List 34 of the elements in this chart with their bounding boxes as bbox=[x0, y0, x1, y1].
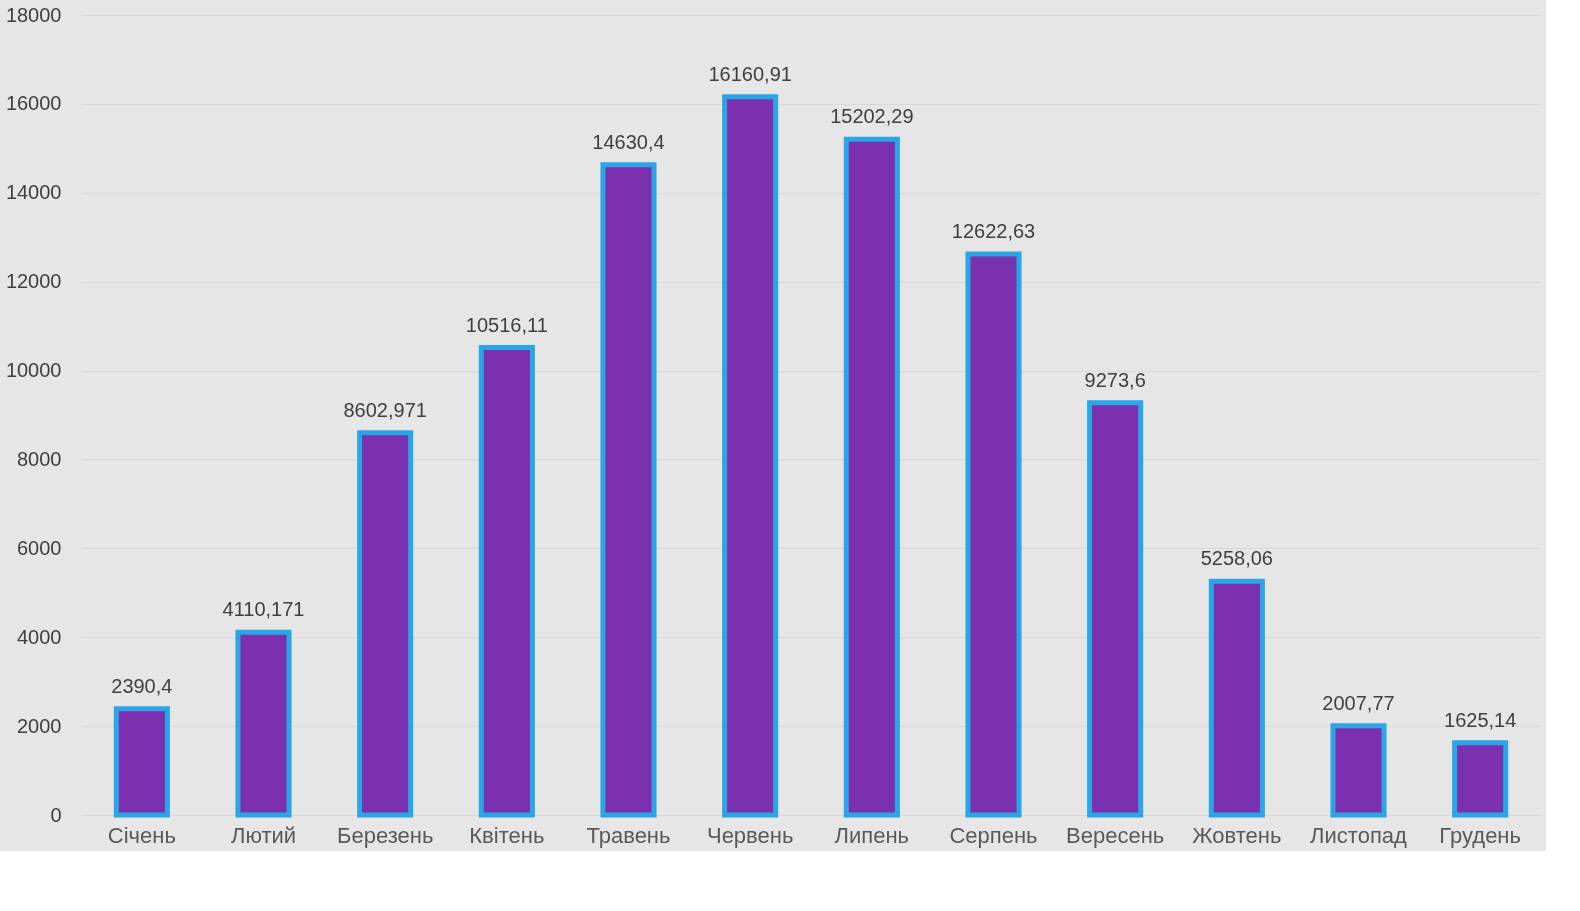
x-tick-label: Жовтень bbox=[1192, 822, 1282, 848]
y-tick-label: 14000 bbox=[5, 181, 62, 204]
x-tick-label: Червень bbox=[706, 822, 794, 848]
y-tick-label: 10000 bbox=[5, 359, 62, 382]
data-label: 15202,29 bbox=[830, 105, 914, 128]
y-tick-label: 6000 bbox=[17, 536, 62, 559]
data-label: 5258,06 bbox=[1200, 547, 1273, 570]
x-tick-label: Грудень bbox=[1439, 822, 1521, 848]
data-label: 2007,77 bbox=[1322, 691, 1395, 714]
y-tick-label: 4000 bbox=[17, 625, 62, 648]
x-tick-label: Липень bbox=[834, 822, 910, 848]
x-tick-label: Квітень bbox=[469, 822, 545, 848]
data-label: 4110,171 bbox=[222, 598, 305, 621]
y-tick-label: 12000 bbox=[5, 270, 62, 293]
data-label: 9273,6 bbox=[1084, 368, 1146, 391]
y-tick-label: 16000 bbox=[5, 92, 62, 115]
x-tick-label: Листопад bbox=[1310, 822, 1408, 848]
data-label: 8602,971 bbox=[343, 398, 427, 421]
data-label: 14630,4 bbox=[592, 130, 665, 153]
data-label: 10516,11 bbox=[465, 313, 548, 336]
x-tick-label: Березень bbox=[336, 822, 434, 848]
y-tick-label: 8000 bbox=[17, 447, 62, 470]
x-tick-label: Вересень bbox=[1066, 822, 1165, 848]
y-tick-label: 0 bbox=[50, 803, 62, 826]
data-label: 2390,4 bbox=[111, 674, 173, 697]
data-label: 1625,14 bbox=[1444, 708, 1517, 731]
y-tick-label: 18000 bbox=[5, 3, 62, 26]
x-tick-label: Січень bbox=[107, 822, 176, 848]
x-tick-label: Серпень bbox=[949, 822, 1038, 848]
x-tick-label: Травень bbox=[586, 822, 671, 848]
y-tick-label: 2000 bbox=[17, 714, 62, 737]
data-label: 16160,91 bbox=[708, 62, 792, 85]
x-tick-label: Лютий bbox=[230, 822, 297, 848]
data-label: 12622,63 bbox=[951, 219, 1036, 242]
